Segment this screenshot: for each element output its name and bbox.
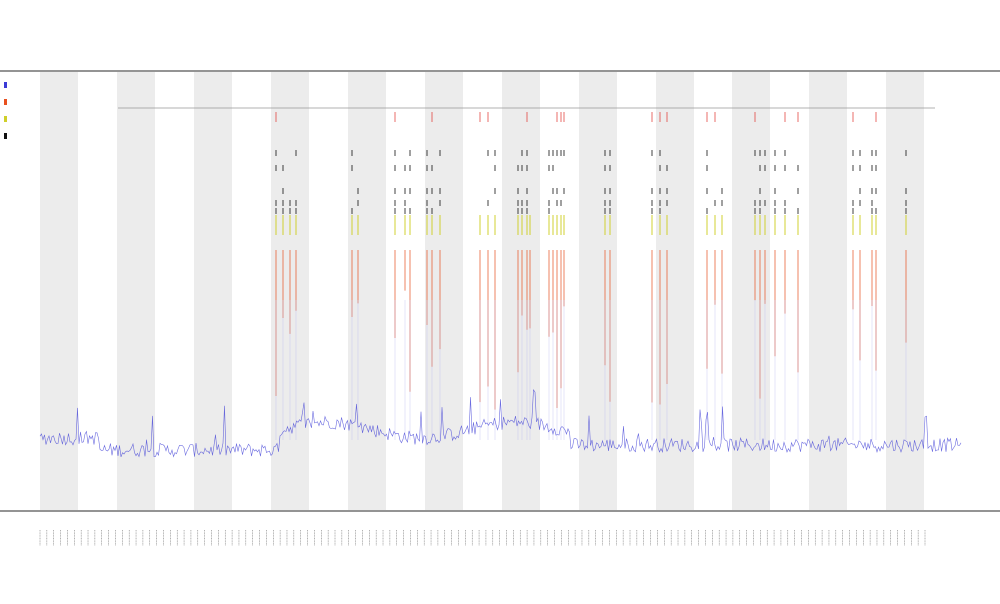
background-band: [579, 72, 617, 510]
background-band: [425, 72, 463, 510]
background-band: [348, 72, 386, 510]
legend: [4, 82, 7, 139]
legend-swatch: [4, 133, 7, 139]
legend-swatch: [4, 82, 7, 88]
blue-trace: [39, 388, 962, 458]
legend-swatch: [4, 116, 7, 122]
plot-traces: [39, 112, 962, 458]
background-band: [656, 72, 694, 510]
x-tick-labels: [39, 530, 926, 546]
background-band: [886, 72, 924, 510]
legend-swatch: [4, 99, 7, 105]
background-bands: [40, 72, 924, 510]
background-band: [194, 72, 232, 510]
background-band: [502, 72, 540, 510]
background-band: [809, 72, 847, 510]
background-band: [117, 72, 155, 510]
background-band: [732, 72, 770, 510]
